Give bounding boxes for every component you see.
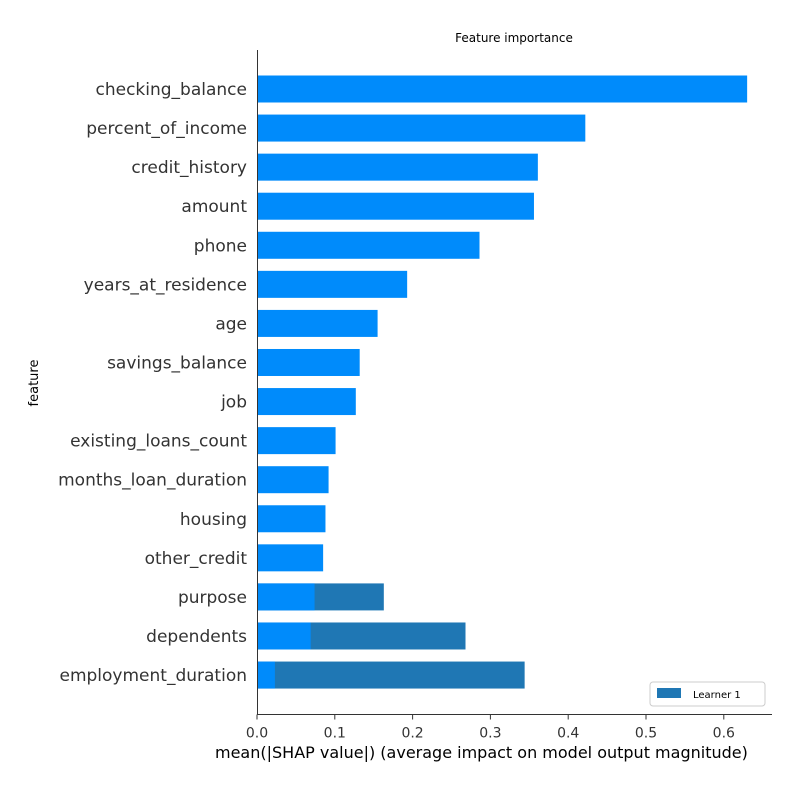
- bar-primary-years-at-residence: [257, 270, 408, 298]
- x-tick-label-0-4: 0.4: [557, 726, 579, 742]
- bar-primary-percent-of-income: [257, 114, 586, 142]
- x-tick-label-0-0: 0.0: [246, 726, 268, 742]
- category-label-months-loan-duration: months_loan_duration: [58, 471, 247, 491]
- category-label-housing: housing: [180, 510, 247, 530]
- x-tick-label-0-5: 0.5: [635, 726, 657, 742]
- category-label-savings-balance: savings_balance: [107, 353, 247, 373]
- bar-primary-purpose: [257, 583, 315, 611]
- bar-primary-existing-loans-count: [257, 427, 336, 455]
- category-label-percent-of-income: percent_of_income: [86, 119, 247, 139]
- category-label-age: age: [215, 314, 247, 334]
- bar-primary-months-loan-duration: [257, 466, 329, 494]
- category-label-purpose: purpose: [178, 588, 247, 608]
- category-label-amount: amount: [181, 197, 247, 217]
- legend-swatch: [657, 688, 681, 698]
- bar-primary-dependents: [257, 622, 311, 650]
- category-label-employment-duration: employment_duration: [60, 666, 248, 686]
- x-axis-label: mean(|SHAP value|) (average impact on mo…: [215, 743, 748, 762]
- category-label-phone: phone: [194, 236, 247, 256]
- category-label-years-at-residence: years_at_residence: [84, 275, 247, 295]
- category-labels: checking_balance percent_of_income credit_…: [58, 80, 247, 686]
- y-axis-label: feature: [27, 360, 42, 407]
- category-label-credit-history: credit_history: [131, 158, 247, 178]
- bar-primary-checking-balance: [257, 75, 748, 103]
- bar-primary-employment-duration: [257, 661, 275, 689]
- x-tick-label-0-2: 0.2: [401, 726, 423, 742]
- x-axis: 0.0 0.1 0.2 0.3 0.4 0.5 0.6: [246, 714, 772, 742]
- legend: Learner 1: [649, 681, 766, 707]
- category-label-existing-loans-count: existing_loans_count: [70, 432, 247, 452]
- category-label-other-credit: other_credit: [145, 549, 248, 569]
- category-label-dependents: dependents: [146, 627, 247, 647]
- x-tick-label-0-1: 0.1: [324, 726, 346, 742]
- chart-title: Feature importance: [455, 31, 573, 45]
- bar-primary-credit-history: [257, 153, 538, 181]
- x-tick-label-0-6: 0.6: [713, 726, 735, 742]
- legend-label-learner-1: Learner 1: [693, 690, 741, 701]
- category-label-checking-balance: checking_balance: [96, 80, 248, 100]
- category-label-job: job: [220, 393, 247, 413]
- bar-primary-housing: [257, 505, 326, 533]
- bar-primary-other-credit: [257, 544, 324, 572]
- bars-group: [257, 75, 748, 689]
- bar-learner-1-employment-duration: [257, 661, 525, 689]
- bar-primary-job: [257, 388, 356, 416]
- bar-primary-phone: [257, 231, 480, 259]
- bar-primary-age: [257, 309, 378, 337]
- x-tick-label-0-3: 0.3: [479, 726, 501, 742]
- bar-primary-savings-balance: [257, 348, 360, 376]
- bar-primary-amount: [257, 192, 534, 220]
